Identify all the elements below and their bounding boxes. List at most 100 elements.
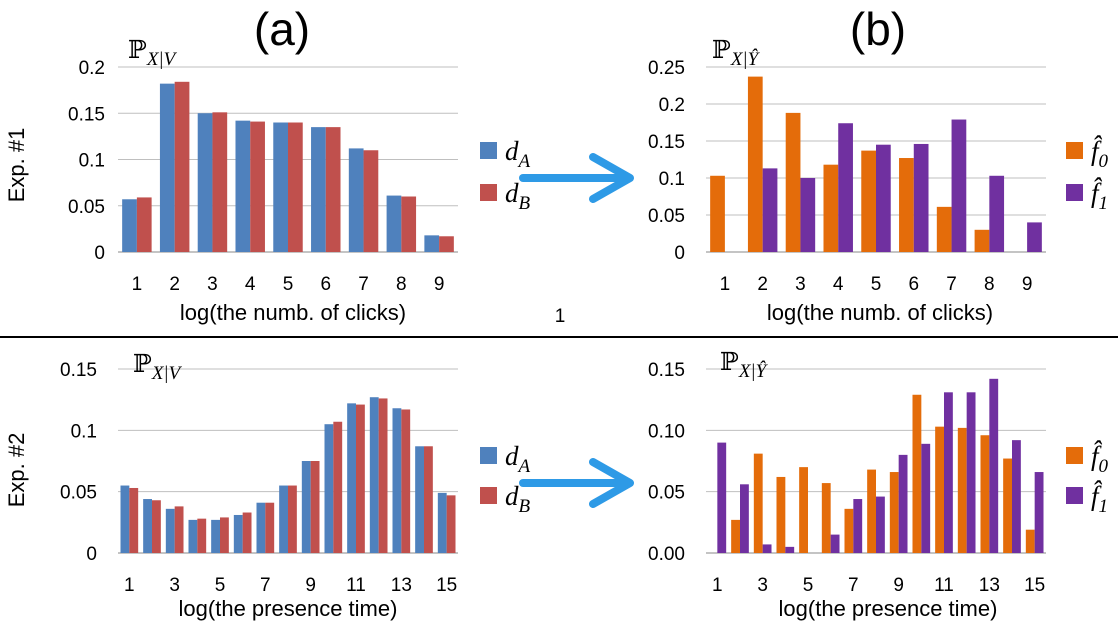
bar-1-6 [913, 143, 929, 252]
chart-exp1a: 0 0.05 0.1 0.15 0.2 1 2 3 4 5 6 7 8 9 log(the numb. of… [68, 35, 530, 325]
legend-label: dB [505, 481, 531, 517]
legend-swatch [1066, 142, 1083, 159]
legend-swatch [480, 487, 497, 504]
right-arrow-icon [589, 458, 634, 508]
bar-B-10 [333, 421, 343, 553]
bar-A-1 [122, 199, 137, 252]
bar-A-3 [165, 508, 175, 553]
bar-B-4 [197, 518, 207, 553]
bar-0-5 [799, 467, 808, 553]
bar-A-5 [211, 519, 220, 553]
x-tick-label: 5 [215, 575, 226, 596]
x-tick-label: 6 [908, 274, 919, 295]
bar-A-6 [311, 127, 326, 252]
x-tick-label: 2 [169, 274, 180, 295]
bar-B-4 [250, 121, 265, 252]
x-tick-label: 8 [396, 274, 407, 295]
probability-annotation: ℙX|Ŷ [712, 35, 761, 70]
x-tick-label: 3 [207, 274, 218, 295]
bar-A-2 [143, 499, 152, 553]
legend-subscript: 0 [1099, 456, 1109, 477]
legend-label: dA [505, 441, 531, 477]
bar-A-14 [415, 446, 424, 553]
probability-annotation: ℙX|V [133, 349, 183, 384]
bar-B-8 [401, 196, 417, 252]
bar-0-11 [935, 426, 944, 553]
bar-B-1 [136, 197, 152, 252]
bar-1-8 [876, 496, 885, 553]
bar-B-13 [401, 409, 411, 553]
bar-1-3 [800, 178, 816, 252]
bar-A-8 [279, 485, 288, 553]
x-tick-label: 1 [712, 575, 723, 596]
annotation-symbol: ℙ [720, 347, 739, 376]
annotation-subscript: X|V [146, 49, 178, 70]
bar-0-4 [776, 476, 786, 553]
annotation-symbol: ℙ [133, 349, 152, 378]
x-tick-label: 11 [934, 575, 954, 596]
x-tick-label: 1 [124, 575, 135, 596]
y-tick-label: 0.10 [648, 421, 685, 442]
x-tick-label: 5 [283, 274, 294, 295]
legend-subscript: 1 [1099, 193, 1109, 214]
x-tick-label: 1 [720, 274, 731, 295]
bar-1-9 [898, 454, 908, 553]
x-tick-label: 15 [436, 575, 457, 596]
legend-subscript: A [517, 456, 531, 477]
x-tick-label: 7 [848, 575, 859, 596]
legend-swatch [1066, 487, 1083, 504]
bar-B-1 [129, 487, 139, 553]
bar-1-9 [1027, 222, 1042, 252]
y-tick-label: 0.15 [648, 132, 685, 153]
panel-label-a: (a) [254, 3, 310, 55]
x-tick-label: 9 [1022, 274, 1033, 295]
bar-A-10 [324, 424, 334, 553]
legend-swatch [1066, 184, 1083, 201]
legend-subscript: B [519, 496, 531, 517]
x-tick-label: 9 [305, 575, 316, 596]
bar-B-3 [174, 506, 184, 553]
bar-0-10 [912, 394, 922, 553]
bar-B-15 [446, 495, 456, 553]
x-tick-label: 15 [1024, 575, 1045, 596]
x-axis-label: log(the presence time) [179, 596, 398, 621]
y-tick-label: 0.1 [659, 169, 685, 190]
bar-A-3 [197, 113, 213, 252]
x-tick-label: 6 [320, 274, 331, 295]
y-tick-label: 0 [86, 544, 97, 565]
legend-label: f̂0 [1091, 135, 1109, 172]
bar-1-2 [740, 484, 749, 553]
row-label-exp1: Exp. #1 [4, 128, 29, 203]
bar-A-8 [386, 195, 402, 252]
y-tick-label: 0 [94, 243, 105, 264]
x-tick-label: 13 [391, 575, 412, 596]
bar-1-5 [876, 144, 891, 252]
bar-0-3 [753, 453, 763, 553]
bar-A-11 [347, 403, 356, 553]
x-tick-label: 8 [984, 274, 995, 295]
x-axis-label: log(the numb. of clicks) [767, 300, 993, 325]
bar-0-12 [957, 427, 967, 553]
bar-1-4 [785, 546, 795, 553]
bar-B-5 [288, 122, 303, 252]
legend-label: dB [505, 178, 531, 214]
y-tick-label: 0.1 [79, 151, 105, 172]
x-tick-label: 5 [803, 575, 814, 596]
x-axis-label: log(the presence time) [779, 596, 998, 621]
legend-swatch [1066, 447, 1083, 464]
x-tick-label: 1 [132, 274, 143, 295]
bar-A-4 [235, 120, 251, 253]
bar-0-15 [1025, 529, 1035, 553]
bar-A-6 [233, 514, 243, 553]
annotation-subscript: X|Ŷ [730, 48, 761, 70]
bar-A-7 [256, 502, 266, 553]
y-tick-label: 0.05 [648, 206, 685, 227]
bar-A-1 [120, 485, 130, 553]
bar-B-7 [363, 150, 379, 252]
legend-label: f̂0 [1091, 440, 1109, 477]
y-tick-label: 0.15 [648, 360, 685, 381]
y-tick-label: 0 [674, 243, 685, 264]
probability-annotation: ℙX|V [128, 35, 178, 70]
